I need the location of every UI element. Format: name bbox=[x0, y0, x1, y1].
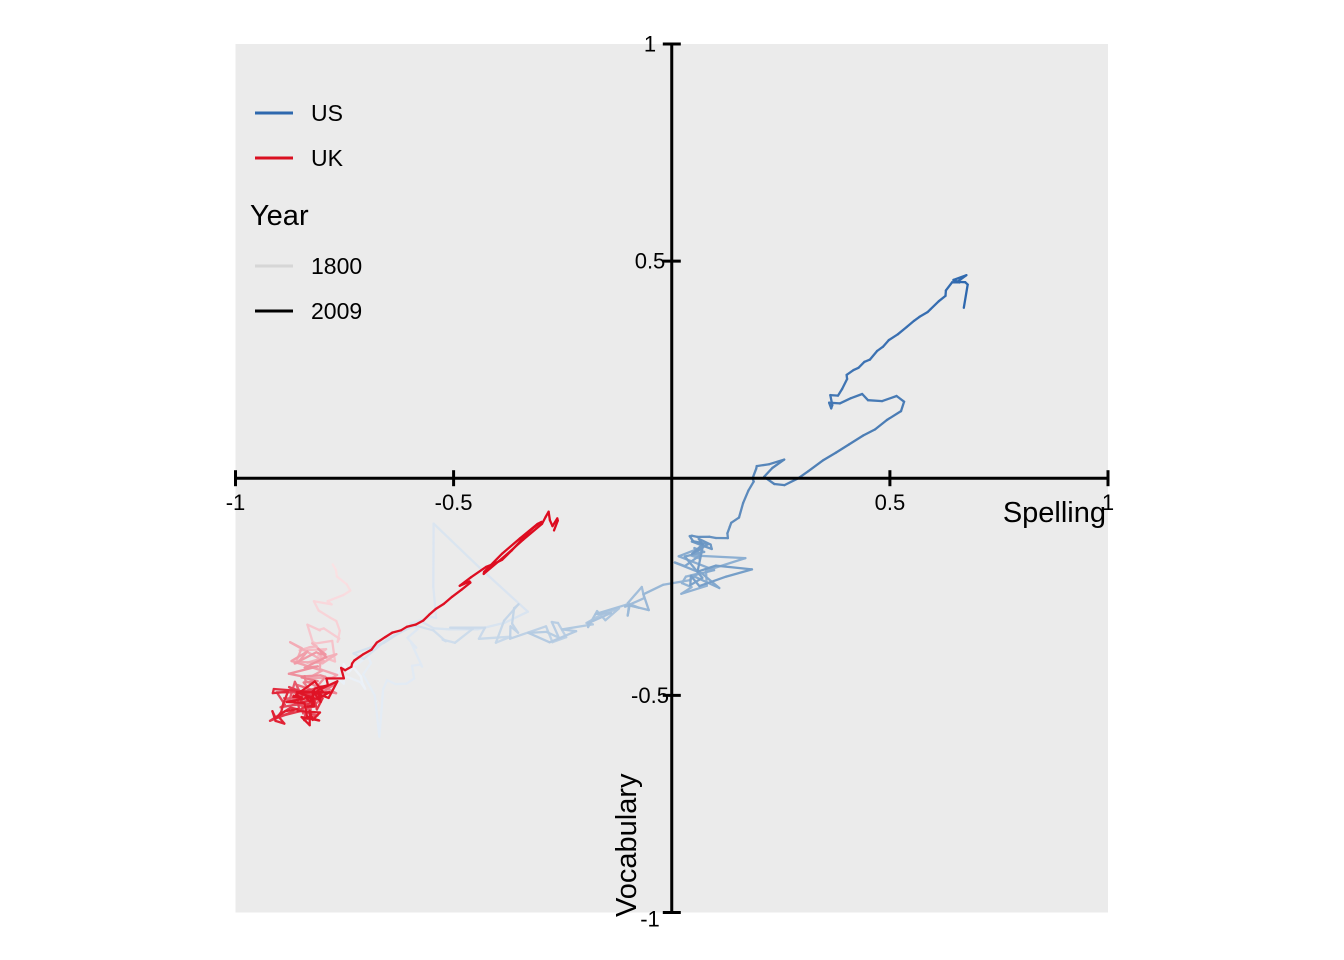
svg-text:0.5: 0.5 bbox=[635, 249, 666, 274]
svg-text:UK: UK bbox=[311, 145, 344, 171]
svg-text:Year: Year bbox=[250, 200, 309, 232]
svg-text:US: US bbox=[311, 100, 343, 126]
svg-text:1800: 1800 bbox=[311, 253, 362, 279]
svg-text:Spelling: Spelling bbox=[1003, 497, 1106, 529]
svg-text:-0.5: -0.5 bbox=[435, 490, 473, 515]
svg-text:1: 1 bbox=[644, 32, 656, 57]
svg-text:-1: -1 bbox=[640, 907, 660, 932]
svg-text:1: 1 bbox=[1102, 490, 1114, 515]
svg-text:0.5: 0.5 bbox=[875, 490, 906, 515]
svg-text:-1: -1 bbox=[226, 490, 246, 515]
svg-text:Vocabulary: Vocabulary bbox=[611, 773, 643, 917]
svg-text:2009: 2009 bbox=[311, 298, 362, 324]
svg-text:-0.5: -0.5 bbox=[631, 683, 669, 708]
